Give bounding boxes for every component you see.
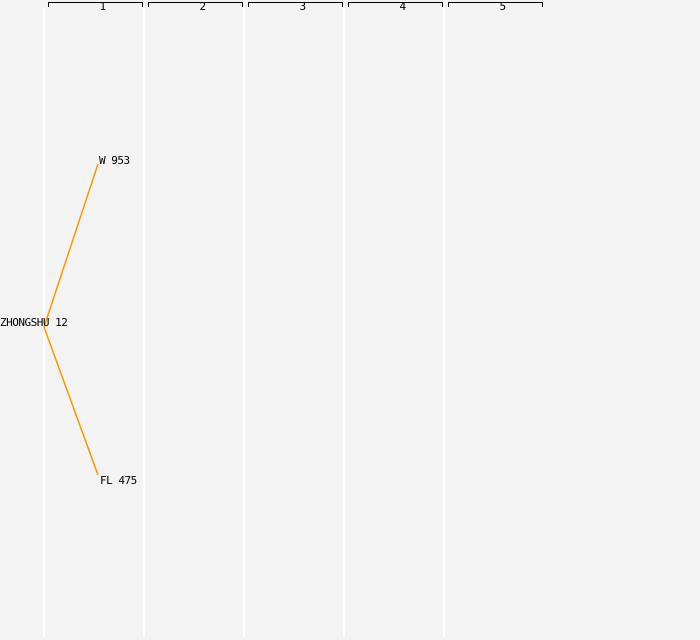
route-polyline <box>43 163 99 476</box>
column-number-4: 4 <box>399 0 406 13</box>
column-gridline-1 <box>43 8 45 637</box>
column-gridline-5 <box>443 8 445 637</box>
column-gridline-4 <box>343 8 345 637</box>
airway-label: W 953 <box>99 154 130 167</box>
column-number-1: 1 <box>99 0 106 13</box>
column-number-2: 2 <box>199 0 206 13</box>
waypoint-label: ZHONGSHU 12 <box>0 316 68 329</box>
column-header-5[interactable]: 5 <box>448 1 543 13</box>
column-header-4[interactable]: 4 <box>348 1 443 13</box>
flight-level-label: FL 475 <box>100 474 137 487</box>
column-gridline-2 <box>143 8 145 637</box>
column-header-2[interactable]: 2 <box>148 1 243 13</box>
column-number-3: 3 <box>299 0 306 13</box>
column-gridline-3 <box>243 8 245 637</box>
column-header-1[interactable]: 1 <box>48 1 143 13</box>
column-number-5: 5 <box>499 0 506 13</box>
column-header-3[interactable]: 3 <box>248 1 343 13</box>
